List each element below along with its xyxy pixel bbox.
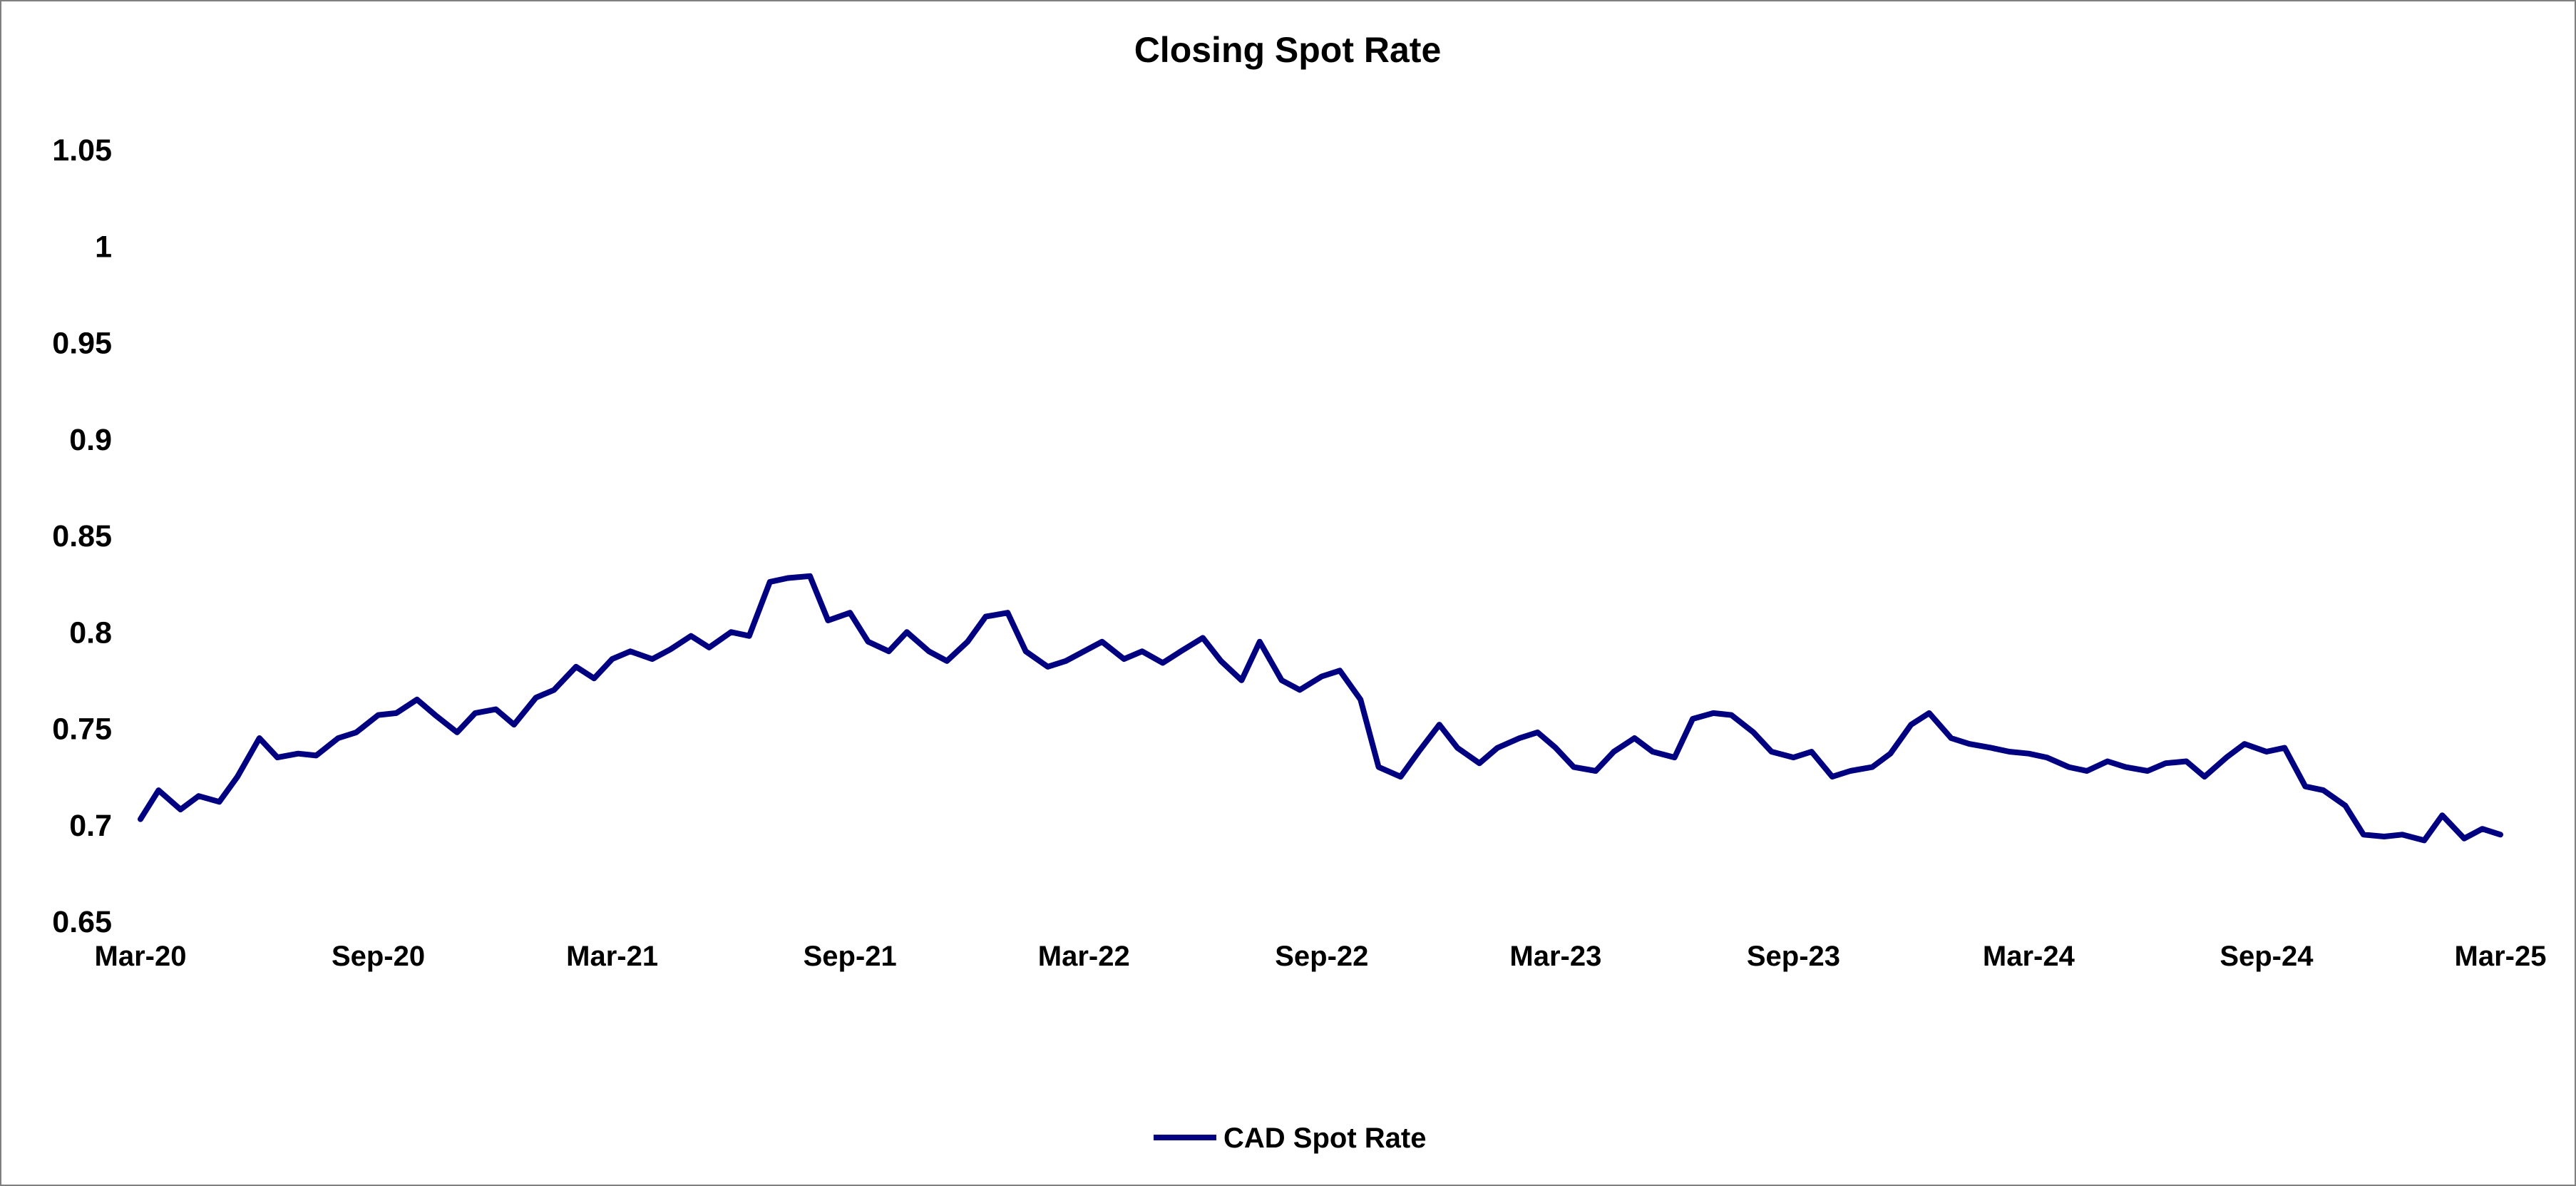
legend-label-cad-spot-rate: CAD Spot Rate <box>1223 1123 1426 1154</box>
x-axis-tick-labels: Mar-20 Sep-20 Mar-21 Sep-21 Mar-22 Sep-22 Mar-… <box>95 941 2547 972</box>
y-tick-label: 1.05 <box>52 133 112 168</box>
x-tick-label: Sep-23 <box>1747 941 1840 972</box>
x-tick-label: Sep-21 <box>804 941 897 972</box>
y-tick-label: 0.75 <box>52 712 112 747</box>
x-tick-label: Mar-23 <box>1509 941 1601 972</box>
y-tick-label: 0.9 <box>69 423 112 457</box>
y-tick-label: 0.95 <box>52 327 112 361</box>
x-tick-label: Sep-22 <box>1275 941 1368 972</box>
y-tick-label: 0.65 <box>52 905 112 939</box>
y-tick-label: 0.8 <box>69 615 112 650</box>
chart-title: Closing Spot Rate <box>1134 30 1442 70</box>
x-tick-label: Mar-22 <box>1038 941 1130 972</box>
series-layer <box>138 573 2503 844</box>
x-tick-label: Mar-21 <box>566 941 658 972</box>
y-tick-label: 0.7 <box>69 809 112 843</box>
x-tick-label: Mar-25 <box>2455 941 2547 972</box>
x-tick-label: Mar-20 <box>95 941 187 972</box>
legend: CAD Spot Rate <box>1154 1123 1426 1154</box>
x-tick-label: Mar-24 <box>1983 941 2075 972</box>
x-tick-label: Sep-24 <box>2220 941 2314 972</box>
x-tick-label: Sep-20 <box>332 941 425 972</box>
y-tick-label: 0.85 <box>52 519 112 553</box>
series-line-cad-spot-rate <box>138 573 2503 844</box>
y-tick-label: 1 <box>95 230 112 264</box>
y-axis-tick-labels: 0.65 0.7 0.75 0.8 0.85 0.9 0.95 1 1.05 <box>52 133 112 939</box>
